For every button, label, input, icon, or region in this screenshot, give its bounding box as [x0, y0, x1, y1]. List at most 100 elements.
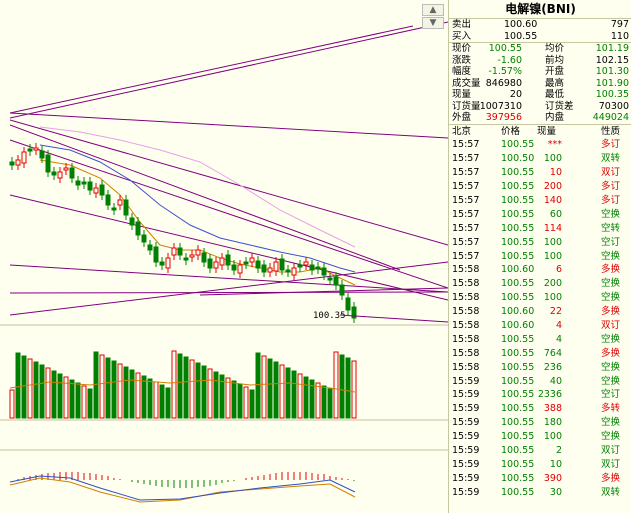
trade-row: 15:58 100.60 6 多换	[449, 263, 631, 277]
candle	[165, 257, 171, 269]
trade-row: 15:57 100.55 *** 多订	[449, 138, 631, 152]
l2: 最低	[545, 89, 565, 100]
trade-price: 100.55	[501, 389, 535, 401]
trade-qty: 60	[549, 208, 562, 220]
trade-qty: 100	[543, 292, 562, 304]
chart-toolbar: ▲ ▼	[422, 4, 444, 30]
trade-nature: 多换	[600, 472, 620, 484]
trade-qty: 2	[555, 444, 562, 456]
volume-bar	[231, 380, 237, 419]
trade-time: 15:59	[452, 375, 480, 387]
candle	[81, 181, 87, 185]
trade-row: 15:59 100.55 2 双订	[449, 444, 631, 458]
l1: 成交量	[452, 77, 481, 89]
trade-list[interactable]: 15:57 100.55 *** 多订 15:57 100.50 100 双转 15:57 100…	[449, 138, 631, 499]
trade-price: 100.55	[501, 403, 535, 415]
trade-time: 15:59	[452, 431, 480, 443]
volume-bar	[195, 362, 201, 419]
volume-ma-line	[9, 379, 356, 393]
volume-bar	[345, 357, 351, 419]
trade-price: 100.55	[501, 194, 535, 206]
volume-bar	[327, 388, 333, 419]
trade-row: 15:58 100.55 100 空换	[449, 291, 631, 305]
trade-row: 15:59 100.55 10 双订	[449, 458, 631, 472]
candle	[105, 194, 111, 206]
trade-qty: 4	[555, 319, 562, 331]
volume-bar	[237, 383, 243, 419]
trade-nature: 多订	[600, 181, 620, 193]
trade-row: 15:57 100.55 140 多订	[449, 194, 631, 208]
volume-bar	[15, 352, 21, 419]
trade-time: 15:58	[452, 319, 480, 331]
volume-bar	[339, 354, 345, 419]
candle	[285, 269, 291, 273]
volume-bars	[9, 350, 357, 419]
trade-qty: 764	[543, 347, 562, 359]
trade-qty: 390	[543, 472, 562, 484]
volume-bar	[177, 353, 183, 419]
candle	[243, 261, 249, 265]
volume-bar	[45, 367, 51, 419]
candle	[291, 267, 297, 276]
trade-price: 100.55	[501, 347, 535, 359]
candle	[249, 257, 255, 263]
candle	[183, 257, 189, 261]
sell-row: 卖出 100.60 797	[452, 19, 629, 30]
trade-price: 100.50	[501, 153, 535, 165]
volume-bar	[75, 382, 81, 419]
trade-price: 100.60	[501, 306, 535, 318]
trade-price: 100.55	[501, 250, 535, 262]
trend-lines	[9, 21, 448, 316]
trade-time: 15:58	[452, 278, 480, 290]
last-price-label: 100.35	[313, 311, 346, 321]
volume-bar	[273, 361, 279, 419]
volume-bar	[213, 371, 219, 419]
trade-row: 15:57 100.55 100 空换	[449, 250, 631, 264]
trade-price: 100.55	[501, 486, 535, 498]
trade-time: 15:59	[452, 403, 480, 415]
kline-chart[interactable]: 100.35	[0, 0, 448, 513]
trade-row: 15:59 100.55 2336 空订	[449, 388, 631, 402]
trade-nature: 多换	[600, 347, 620, 359]
trade-row: 15:57 100.55 100 空订	[449, 236, 631, 250]
candle	[195, 249, 201, 256]
trade-nature: 空转	[600, 222, 620, 234]
trade-time: 15:59	[452, 389, 480, 401]
stat-row: 成交量 846980 最高 101.90	[449, 78, 631, 90]
trade-row: 15:57 100.55 60 空换	[449, 208, 631, 222]
scroll-down-icon[interactable]: ▼	[422, 17, 444, 29]
volume-bar	[351, 360, 357, 419]
candle	[171, 247, 177, 256]
candle	[189, 254, 195, 258]
l1: 涨跌	[452, 54, 472, 66]
volume-bar	[225, 377, 231, 419]
trade-time: 15:59	[452, 458, 480, 470]
trade-row: 15:59 100.55 180 空换	[449, 416, 631, 430]
volume-bar	[39, 364, 45, 419]
candle	[93, 187, 99, 194]
l2: 最高	[545, 77, 565, 89]
volume-bar	[123, 366, 129, 419]
candle	[261, 264, 267, 273]
volume-bar	[165, 387, 171, 419]
trade-qty: 4	[555, 333, 562, 345]
v2: 449024	[592, 112, 629, 123]
trade-row: 15:59 100.55 40 空换	[449, 375, 631, 389]
trade-qty: 140	[543, 194, 562, 206]
trade-price: 100.55	[501, 181, 535, 193]
stat-row: 幅度 -1.57% 开盘 101.30	[449, 66, 631, 78]
quote-stats: 现价 100.55 均价 101.19 涨跌 -1.60 前均 102.15 幅度 -1.57% 开…	[449, 43, 631, 124]
trade-qty: 30	[549, 486, 562, 498]
scroll-up-icon[interactable]: ▲	[422, 4, 444, 16]
candle	[201, 252, 207, 263]
trade-row: 15:58 100.55 4 空换	[449, 333, 631, 347]
candle	[273, 261, 279, 272]
volume-bar	[267, 358, 273, 419]
volume-bar	[183, 356, 189, 419]
trade-nature: 空换	[600, 333, 620, 345]
trade-nature: 双订	[600, 167, 620, 179]
instrument-title: 电解镍(BNI)	[449, 0, 631, 19]
trade-qty: 180	[543, 417, 562, 429]
trade-nature: 双订	[600, 319, 620, 331]
candle	[321, 267, 327, 276]
